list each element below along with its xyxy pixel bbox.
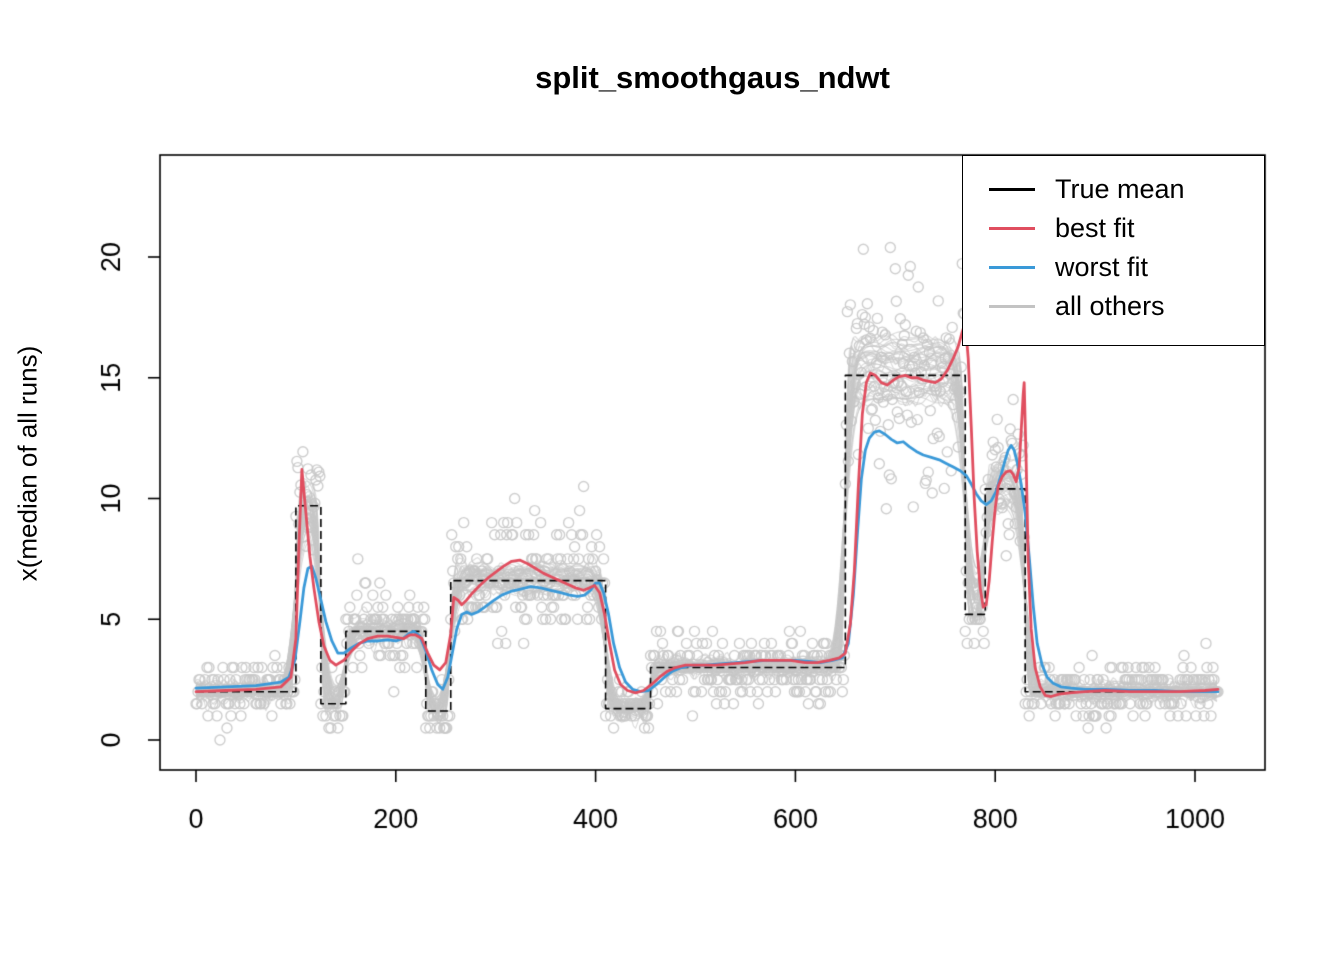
legend: True mean best fit worst fit all others [962,155,1265,346]
legend-label-all-others: all others [1055,291,1165,321]
legend-item-best-fit: best fit [989,209,1264,248]
legend-item-true-mean: True mean [989,170,1264,209]
chart-title: split_smoothgaus_ndwt [535,60,890,95]
legend-label-best-fit: best fit [1055,213,1135,243]
legend-item-all-others: all others [989,287,1264,326]
true-mean-line-swatch [989,188,1035,191]
y-axis-label: x(median of all runs) [12,345,43,582]
best-fit-line-swatch [989,227,1035,230]
legend-item-worst-fit: worst fit [989,248,1264,287]
legend-label-worst-fit: worst fit [1055,252,1149,282]
legend-label-true-mean: True mean [1055,174,1185,204]
worst-fit-line-swatch [989,266,1035,269]
all-others-line-swatch [989,305,1035,308]
